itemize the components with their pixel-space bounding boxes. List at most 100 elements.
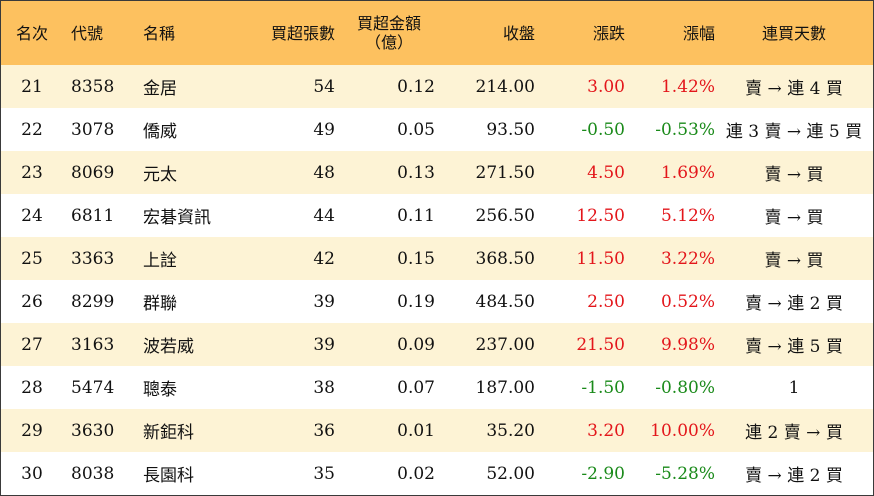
cell-close: 93.50 bbox=[486, 119, 535, 140]
cell-change: 21.50 bbox=[576, 334, 625, 355]
cell-consecutive-days: 賣 → 連 2 買 bbox=[745, 294, 843, 314]
cell-close: 484.50 bbox=[475, 291, 535, 312]
header-name: 名稱 bbox=[143, 23, 176, 43]
cell-rank: 25 bbox=[21, 248, 43, 269]
cell-change-pct: 9.98% bbox=[660, 334, 715, 355]
cell-rank: 27 bbox=[21, 334, 43, 355]
cell-rank: 29 bbox=[21, 420, 43, 441]
header-net-buy-amount-unit: （億） bbox=[364, 33, 413, 52]
table-row: 23 8069 元太 48 0.13 271.50 4.50 1.69% 賣 → 買 bbox=[1, 151, 873, 194]
cell-net-buy-lots: 44 bbox=[313, 205, 335, 226]
cell-rank: 23 bbox=[21, 162, 43, 183]
cell-close: 237.00 bbox=[475, 334, 535, 355]
cell-change-pct: -0.80% bbox=[655, 377, 715, 398]
cell-change-pct: 3.22% bbox=[660, 248, 715, 269]
cell-net-buy-amount: 0.09 bbox=[397, 334, 435, 355]
cell-rank: 21 bbox=[21, 76, 43, 97]
cell-change: 12.50 bbox=[576, 205, 625, 226]
cell-name: 元太 bbox=[143, 165, 177, 185]
cell-change: -1.50 bbox=[581, 377, 625, 398]
cell-code: 8299 bbox=[71, 291, 115, 312]
cell-net-buy-lots: 38 bbox=[313, 377, 335, 398]
cell-net-buy-amount: 0.12 bbox=[397, 76, 435, 97]
header-row: 名次 代號 名稱 買超張數 買超金額 （億） 收盤 漲跌 漲幅 連買天數 bbox=[1, 1, 873, 65]
cell-change: 3.20 bbox=[587, 420, 625, 441]
header-net-buy-lots: 買超張數 bbox=[270, 23, 335, 43]
cell-change: 11.50 bbox=[576, 248, 625, 269]
cell-net-buy-lots: 35 bbox=[313, 463, 335, 484]
table-row: 21 8358 金居 54 0.12 214.00 3.00 1.42% 賣 → 連 4 買 bbox=[1, 65, 873, 108]
cell-consecutive-days: 賣 → 買 bbox=[764, 165, 824, 185]
cell-close: 368.50 bbox=[475, 248, 535, 269]
cell-change-pct: 5.12% bbox=[660, 205, 715, 226]
cell-change: 2.50 bbox=[587, 291, 625, 312]
cell-name: 金居 bbox=[143, 79, 177, 99]
cell-close: 52.00 bbox=[486, 463, 535, 484]
cell-change-pct: 1.42% bbox=[660, 76, 715, 97]
header-code: 代號 bbox=[71, 23, 104, 43]
header-net-buy-amount-label: 買超金額 bbox=[356, 14, 421, 33]
cell-net-buy-amount: 0.13 bbox=[397, 162, 435, 183]
cell-change: 4.50 bbox=[587, 162, 625, 183]
cell-name: 群聯 bbox=[143, 294, 177, 314]
cell-net-buy-lots: 42 bbox=[313, 248, 335, 269]
header-change-pct: 漲幅 bbox=[682, 23, 715, 43]
cell-close: 187.00 bbox=[475, 377, 535, 398]
cell-net-buy-amount: 0.19 bbox=[397, 291, 435, 312]
cell-consecutive-days: 賣 → 連 2 買 bbox=[745, 466, 843, 486]
cell-consecutive-days: 1 bbox=[788, 377, 800, 398]
table-row: 24 6811 宏碁資訊 44 0.11 256.50 12.50 5.12% 賣 → 買 bbox=[1, 194, 873, 237]
table-row: 28 5474 聰泰 38 0.07 187.00 -1.50 -0.80% 1 bbox=[1, 366, 873, 409]
cell-close: 35.20 bbox=[486, 420, 535, 441]
cell-name: 僑威 bbox=[143, 122, 177, 142]
cell-code: 3078 bbox=[71, 119, 115, 140]
cell-change: -0.50 bbox=[581, 119, 625, 140]
cell-close: 214.00 bbox=[475, 76, 535, 97]
cell-code: 8069 bbox=[71, 162, 115, 183]
cell-change: 3.00 bbox=[587, 76, 625, 97]
header-net-buy-amount: 買超金額 （億） bbox=[343, 1, 443, 65]
table-row: 27 3163 波若威 39 0.09 237.00 21.50 9.98% 賣 → 連 5 買 bbox=[1, 323, 873, 366]
table-row: 26 8299 群聯 39 0.19 484.50 2.50 0.52% 賣 → 連 2 買 bbox=[1, 280, 873, 323]
header-change: 漲跌 bbox=[592, 23, 625, 43]
cell-code: 8358 bbox=[71, 76, 115, 97]
cell-name: 上詮 bbox=[143, 251, 177, 271]
table-row: 29 3630 新鉅科 36 0.01 35.20 3.20 10.00% 連 2 賣 → 買 bbox=[1, 409, 873, 452]
header-rank: 名次 bbox=[15, 23, 48, 43]
cell-net-buy-lots: 39 bbox=[313, 291, 335, 312]
cell-code: 3163 bbox=[71, 334, 115, 355]
cell-net-buy-amount: 0.07 bbox=[397, 377, 435, 398]
cell-code: 3630 bbox=[71, 420, 115, 441]
cell-net-buy-amount: 0.05 bbox=[397, 119, 435, 140]
table-row: 25 3363 上詮 42 0.15 368.50 11.50 3.22% 賣 → 買 bbox=[1, 237, 873, 280]
cell-change-pct: -5.28% bbox=[655, 463, 715, 484]
table-header: 名次 代號 名稱 買超張數 買超金額 （億） 收盤 漲跌 漲幅 連買天數 bbox=[1, 1, 873, 65]
cell-change-pct: -0.53% bbox=[655, 119, 715, 140]
cell-change-pct: 0.52% bbox=[660, 291, 715, 312]
header-consecutive-days: 連買天數 bbox=[761, 23, 826, 43]
cell-consecutive-days: 賣 → 買 bbox=[764, 251, 824, 271]
cell-net-buy-amount: 0.11 bbox=[397, 205, 435, 226]
header-close: 收盤 bbox=[502, 23, 535, 43]
cell-consecutive-days: 賣 → 連 5 買 bbox=[745, 337, 843, 357]
cell-change: -2.90 bbox=[581, 463, 625, 484]
cell-code: 3363 bbox=[71, 248, 115, 269]
cell-consecutive-days: 賣 → 買 bbox=[764, 208, 824, 228]
table-body: 21 8358 金居 54 0.12 214.00 3.00 1.42% 賣 → 連 4 買 22… bbox=[1, 65, 873, 495]
table-row: 22 3078 僑威 49 0.05 93.50 -0.50 -0.53% 連 3 賣 → 連 … bbox=[1, 108, 873, 151]
cell-net-buy-amount: 0.01 bbox=[397, 420, 435, 441]
cell-net-buy-lots: 39 bbox=[313, 334, 335, 355]
cell-rank: 26 bbox=[21, 291, 43, 312]
cell-name: 波若威 bbox=[143, 337, 194, 357]
cell-close: 271.50 bbox=[475, 162, 535, 183]
cell-code: 5474 bbox=[71, 377, 115, 398]
cell-code: 8038 bbox=[71, 463, 115, 484]
cell-name: 聰泰 bbox=[143, 380, 177, 400]
cell-consecutive-days: 賣 → 連 4 買 bbox=[745, 79, 843, 99]
cell-net-buy-amount: 0.02 bbox=[397, 463, 435, 484]
cell-net-buy-lots: 48 bbox=[313, 162, 335, 183]
cell-net-buy-lots: 36 bbox=[313, 420, 335, 441]
cell-consecutive-days: 連 3 賣 → 連 5 買 bbox=[725, 122, 863, 142]
